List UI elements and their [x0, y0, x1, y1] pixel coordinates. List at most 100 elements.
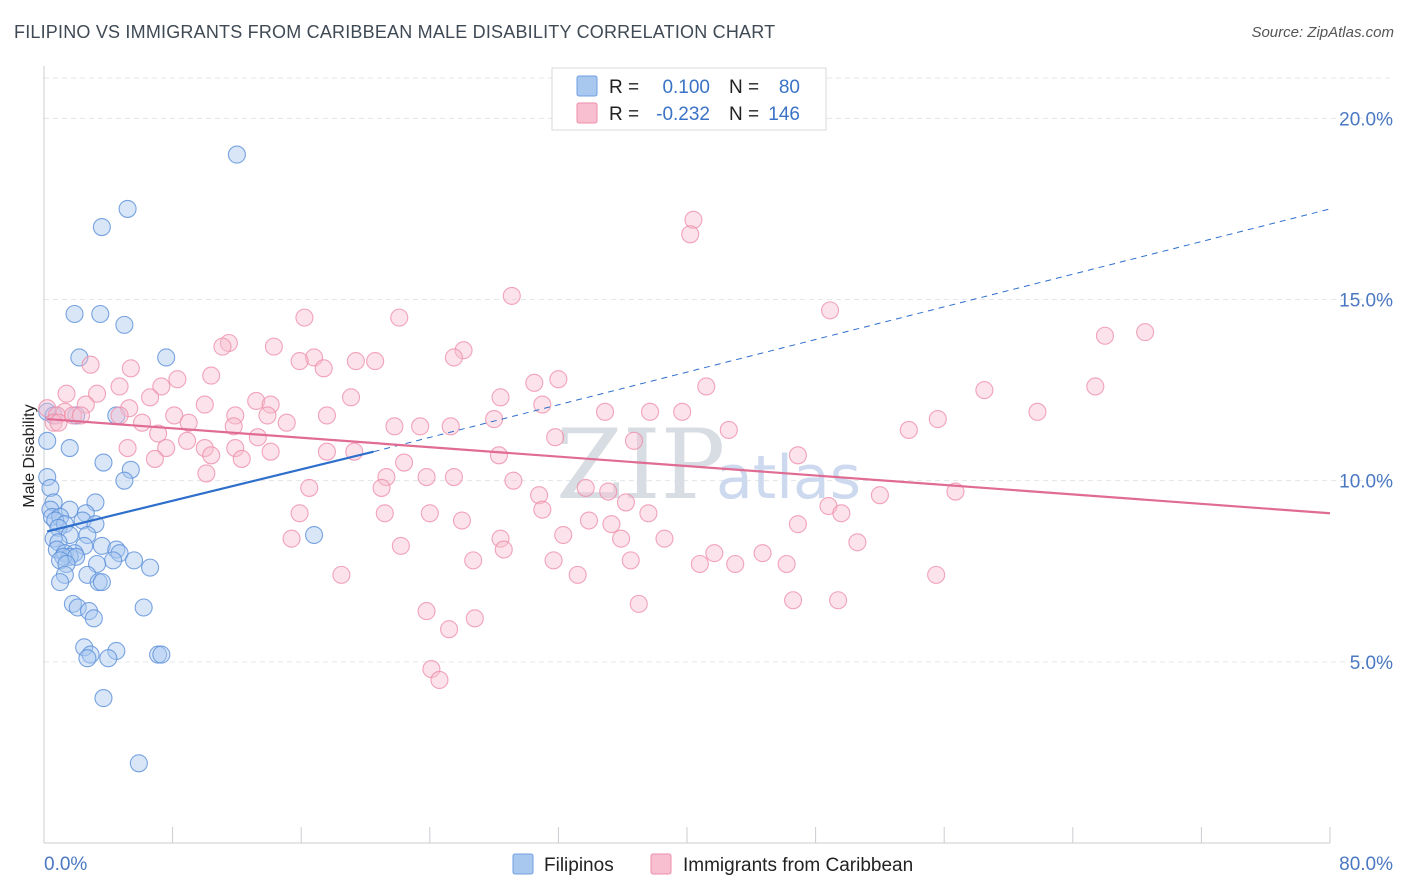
- data-point: [149, 424, 168, 443]
- data-point: [928, 410, 947, 429]
- data-point: [489, 446, 508, 465]
- y-tick-label: 10.0%: [1339, 472, 1393, 493]
- data-point: [624, 431, 644, 450]
- legend-box: [551, 67, 827, 131]
- data-point: [464, 551, 483, 570]
- data-point: [78, 649, 97, 668]
- trend-line-filipinos: [46, 450, 374, 533]
- data-point: [579, 511, 598, 530]
- data-point: [57, 384, 76, 403]
- data-point: [115, 315, 134, 334]
- data-point: [829, 591, 848, 610]
- data-point: [295, 308, 314, 327]
- data-point: [277, 413, 296, 432]
- data-point: [110, 406, 129, 425]
- data-point: [110, 377, 129, 396]
- data-point: [533, 500, 552, 519]
- data-point: [118, 199, 137, 218]
- data-point: [317, 442, 336, 461]
- data-point: [1028, 402, 1047, 421]
- data-point: [68, 598, 87, 617]
- data-point: [390, 308, 409, 327]
- data-point: [655, 529, 674, 548]
- data-point: [264, 337, 283, 356]
- data-point: [621, 551, 640, 570]
- data-point: [92, 573, 111, 592]
- data-point: [120, 399, 139, 418]
- data-point: [1136, 323, 1155, 342]
- data-point: [788, 446, 807, 465]
- data-point: [84, 609, 103, 628]
- data-point: [165, 406, 184, 425]
- data-point: [440, 620, 459, 639]
- data-point: [141, 558, 160, 577]
- data-point: [78, 565, 97, 584]
- data-point: [346, 352, 365, 371]
- data-point: [705, 544, 724, 563]
- legend-r-label-caribbean: R =: [609, 104, 639, 125]
- data-point: [417, 602, 436, 621]
- legend-n-value-caribbean: 146: [768, 104, 800, 125]
- data-point: [673, 402, 692, 421]
- data-point: [366, 352, 385, 371]
- data-point: [452, 511, 472, 530]
- data-point: [227, 145, 246, 164]
- data-point: [226, 439, 245, 458]
- data-point: [568, 565, 587, 584]
- data-point: [107, 540, 126, 559]
- data-point: [444, 468, 463, 487]
- data-point: [1095, 326, 1114, 345]
- data-point: [232, 449, 251, 468]
- data-point: [81, 355, 100, 374]
- data-point: [726, 554, 745, 574]
- data-point: [261, 442, 280, 461]
- data-point: [145, 449, 164, 468]
- data-point: [430, 670, 449, 690]
- data-point: [41, 478, 60, 497]
- data-point: [602, 515, 621, 534]
- data-point: [502, 286, 521, 305]
- data-point: [124, 551, 144, 570]
- data-point: [261, 395, 280, 414]
- data-point: [224, 417, 243, 436]
- data-point: [141, 388, 160, 407]
- data-point: [639, 504, 658, 523]
- data-point: [129, 754, 148, 773]
- data-point: [38, 468, 57, 487]
- x-tick-label-min: 0.0%: [44, 854, 87, 875]
- source-credit: Source: ZipAtlas.com: [1251, 24, 1394, 41]
- legend-n-label-filipinos: N =: [729, 77, 759, 98]
- data-point: [51, 573, 70, 592]
- data-point: [420, 504, 439, 523]
- data-point: [70, 348, 89, 367]
- data-point: [60, 439, 79, 458]
- trend-line-caribbean: [47, 417, 1331, 515]
- bottom-legend-label-filipinos: Filipinos: [544, 855, 614, 876]
- trend-line-filipinos-extension: [373, 208, 1331, 453]
- data-point: [91, 304, 110, 324]
- watermark-zip: ZIP: [556, 409, 725, 521]
- data-point: [612, 529, 631, 548]
- data-point: [595, 402, 615, 421]
- chart-title: FILIPINO VS IMMIGRANTS FROM CARIBBEAN MA…: [14, 22, 776, 42]
- data-point: [121, 460, 140, 479]
- data-point: [375, 504, 394, 523]
- axes: [43, 66, 1331, 844]
- data-point: [152, 645, 171, 664]
- legend-r-value-filipinos: 0.100: [662, 77, 710, 98]
- legend-swatch-caribbean: [576, 102, 598, 124]
- legend-n-label-caribbean: N =: [729, 104, 759, 125]
- data-point: [377, 468, 396, 487]
- data-point: [317, 406, 336, 425]
- data-point: [975, 381, 994, 400]
- data-point: [63, 594, 82, 613]
- data-point: [546, 428, 565, 447]
- data-point: [81, 645, 100, 664]
- data-point: [104, 551, 123, 570]
- data-point: [417, 468, 436, 487]
- data-point: [76, 395, 95, 414]
- data-point: [832, 504, 851, 523]
- data-point: [504, 471, 523, 490]
- data-point: [395, 453, 414, 472]
